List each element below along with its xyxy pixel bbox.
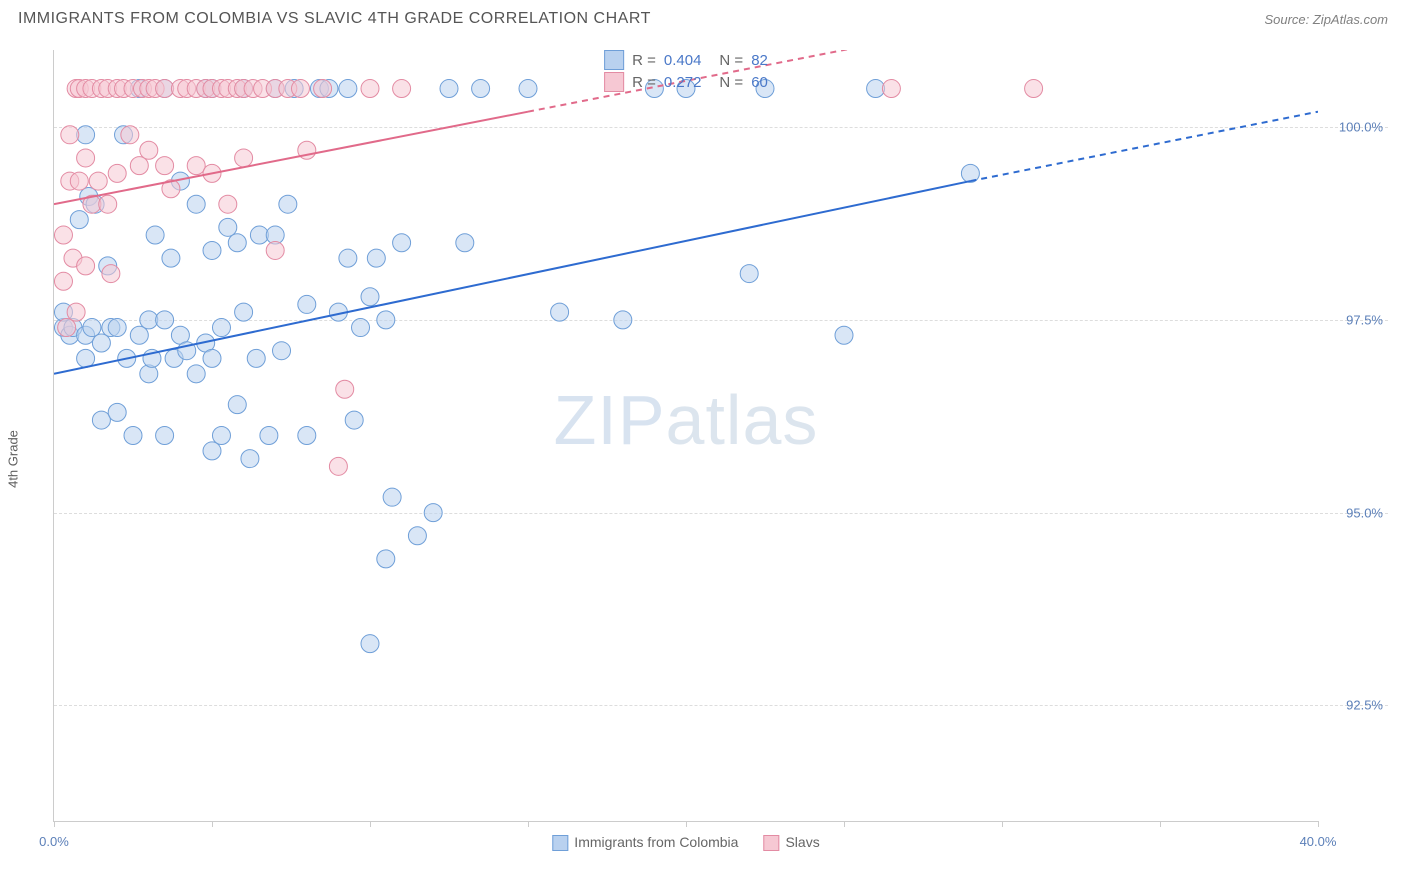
xtick-label: 0.0% <box>39 834 69 849</box>
legend-item-slavs: Slavs <box>763 834 819 851</box>
plot-svg <box>54 50 1318 821</box>
n-value-slavs: 60 <box>751 74 768 91</box>
plot-area: ZIPatlas R = 0.404 N = 82 R = 0.272 N = … <box>53 50 1318 822</box>
chart-title: IMMIGRANTS FROM COLOMBIA VS SLAVIC 4TH G… <box>18 10 651 28</box>
r-value-slavs: 0.272 <box>664 74 702 91</box>
legend-row-slavs: R = 0.272 N = 60 <box>604 72 768 92</box>
legend-item-colombia: Immigrants from Colombia <box>552 834 738 851</box>
chart-container: 4th Grade ZIPatlas R = 0.404 N = 82 R = … <box>18 40 1388 877</box>
legend-swatch-slavs <box>604 72 624 92</box>
ytick-label: 97.5% <box>1346 312 1383 327</box>
correlation-legend: R = 0.404 N = 82 R = 0.272 N = 60 <box>604 50 768 92</box>
ytick-label: 100.0% <box>1339 120 1383 135</box>
legend-row-colombia: R = 0.404 N = 82 <box>604 50 768 70</box>
r-value-colombia: 0.404 <box>664 52 702 69</box>
n-value-colombia: 82 <box>751 52 768 69</box>
y-axis-label: 4th Grade <box>6 430 21 488</box>
ytick-label: 95.0% <box>1346 505 1383 520</box>
chart-source: Source: ZipAtlas.com <box>1264 12 1388 27</box>
xtick-label: 40.0% <box>1300 834 1337 849</box>
legend-swatch-colombia <box>604 50 624 70</box>
series-legend: Immigrants from Colombia Slavs <box>552 834 819 851</box>
ytick-label: 92.5% <box>1346 698 1383 713</box>
